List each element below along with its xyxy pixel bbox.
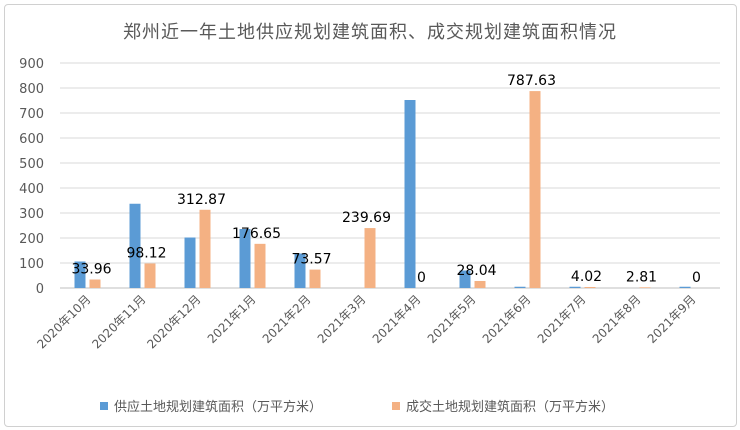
bar-deal [364,228,376,288]
y-tick-label: 0 [36,282,44,297]
data-label: 176.65 [232,226,281,242]
bar-supply [184,237,196,288]
x-tick-label: 2021年5月 [425,292,479,346]
y-tick-label: 800 [19,82,44,97]
legend-swatch-deal [392,401,400,410]
bar-supply [74,261,86,288]
bar-deal [144,263,156,288]
y-tick-label: 100 [19,257,44,272]
data-label: 2.81 [626,269,657,285]
bar-supply [294,253,306,288]
data-label: 98.12 [126,245,166,261]
data-label: 28.04 [456,263,496,279]
bar-deal [529,91,541,288]
legend-label-supply: 供应土地规划建筑面积（万平方米） [114,400,323,415]
legend-swatch-supply [100,401,108,410]
x-tick-label: 2021年3月 [315,292,369,346]
y-tick-label: 900 [19,57,44,72]
data-label: 73.57 [291,252,331,268]
x-tick-label: 2021年8月 [590,292,644,346]
x-tick-label: 2021年1月 [205,292,259,346]
legend-item-supply: 供应土地规划建筑面积（万平方米） [100,396,322,415]
y-tick-label: 400 [19,182,44,197]
bar-supply [404,100,416,288]
bar-deal [309,269,321,288]
x-tick-label: 2021年7月 [535,292,589,346]
data-label: 0 [692,270,701,286]
data-label: 33.96 [71,262,111,278]
data-label: 787.63 [507,73,556,89]
bar-supply [679,286,691,288]
y-tick-label: 300 [19,207,44,222]
data-label: 4.02 [571,269,602,285]
data-label: 239.69 [342,210,391,226]
bar-supply [129,203,141,288]
bar-deal [639,287,651,288]
x-tick-label: 2020年11月 [89,292,148,351]
data-label: 312.87 [177,192,226,208]
x-tick-label: 2020年10月 [34,292,93,351]
y-tick-label: 700 [19,107,44,122]
chart-frame [4,4,737,427]
y-tick-label: 500 [19,157,44,172]
legend-item-deal: 成交土地规划建筑面积（万平方米） [392,396,614,415]
y-tick-label: 200 [19,232,44,247]
data-label: 0 [417,270,426,286]
x-tick-label: 2021年4月 [370,292,424,346]
x-tick-label: 2021年2月 [260,292,314,346]
legend-label-deal: 成交土地规划建筑面积（万平方米） [406,400,615,415]
bar-supply [239,229,251,288]
x-tick-label: 2020年12月 [144,292,203,351]
bar-deal [474,280,486,288]
y-tick-label: 600 [19,132,44,147]
bar-supply [459,270,471,288]
bar-deal [584,286,596,288]
x-tick-label: 2021年9月 [645,292,699,346]
bar-deal [89,279,101,288]
chart-title: 郑州近一年土地供应规划建筑面积、成交规划建筑面积情况 [123,22,617,43]
bar-supply [514,286,526,288]
bar-deal [254,243,266,288]
x-tick-label: 2021年6月 [480,292,534,346]
bar-deal [199,209,211,288]
bar-supply [569,286,581,288]
